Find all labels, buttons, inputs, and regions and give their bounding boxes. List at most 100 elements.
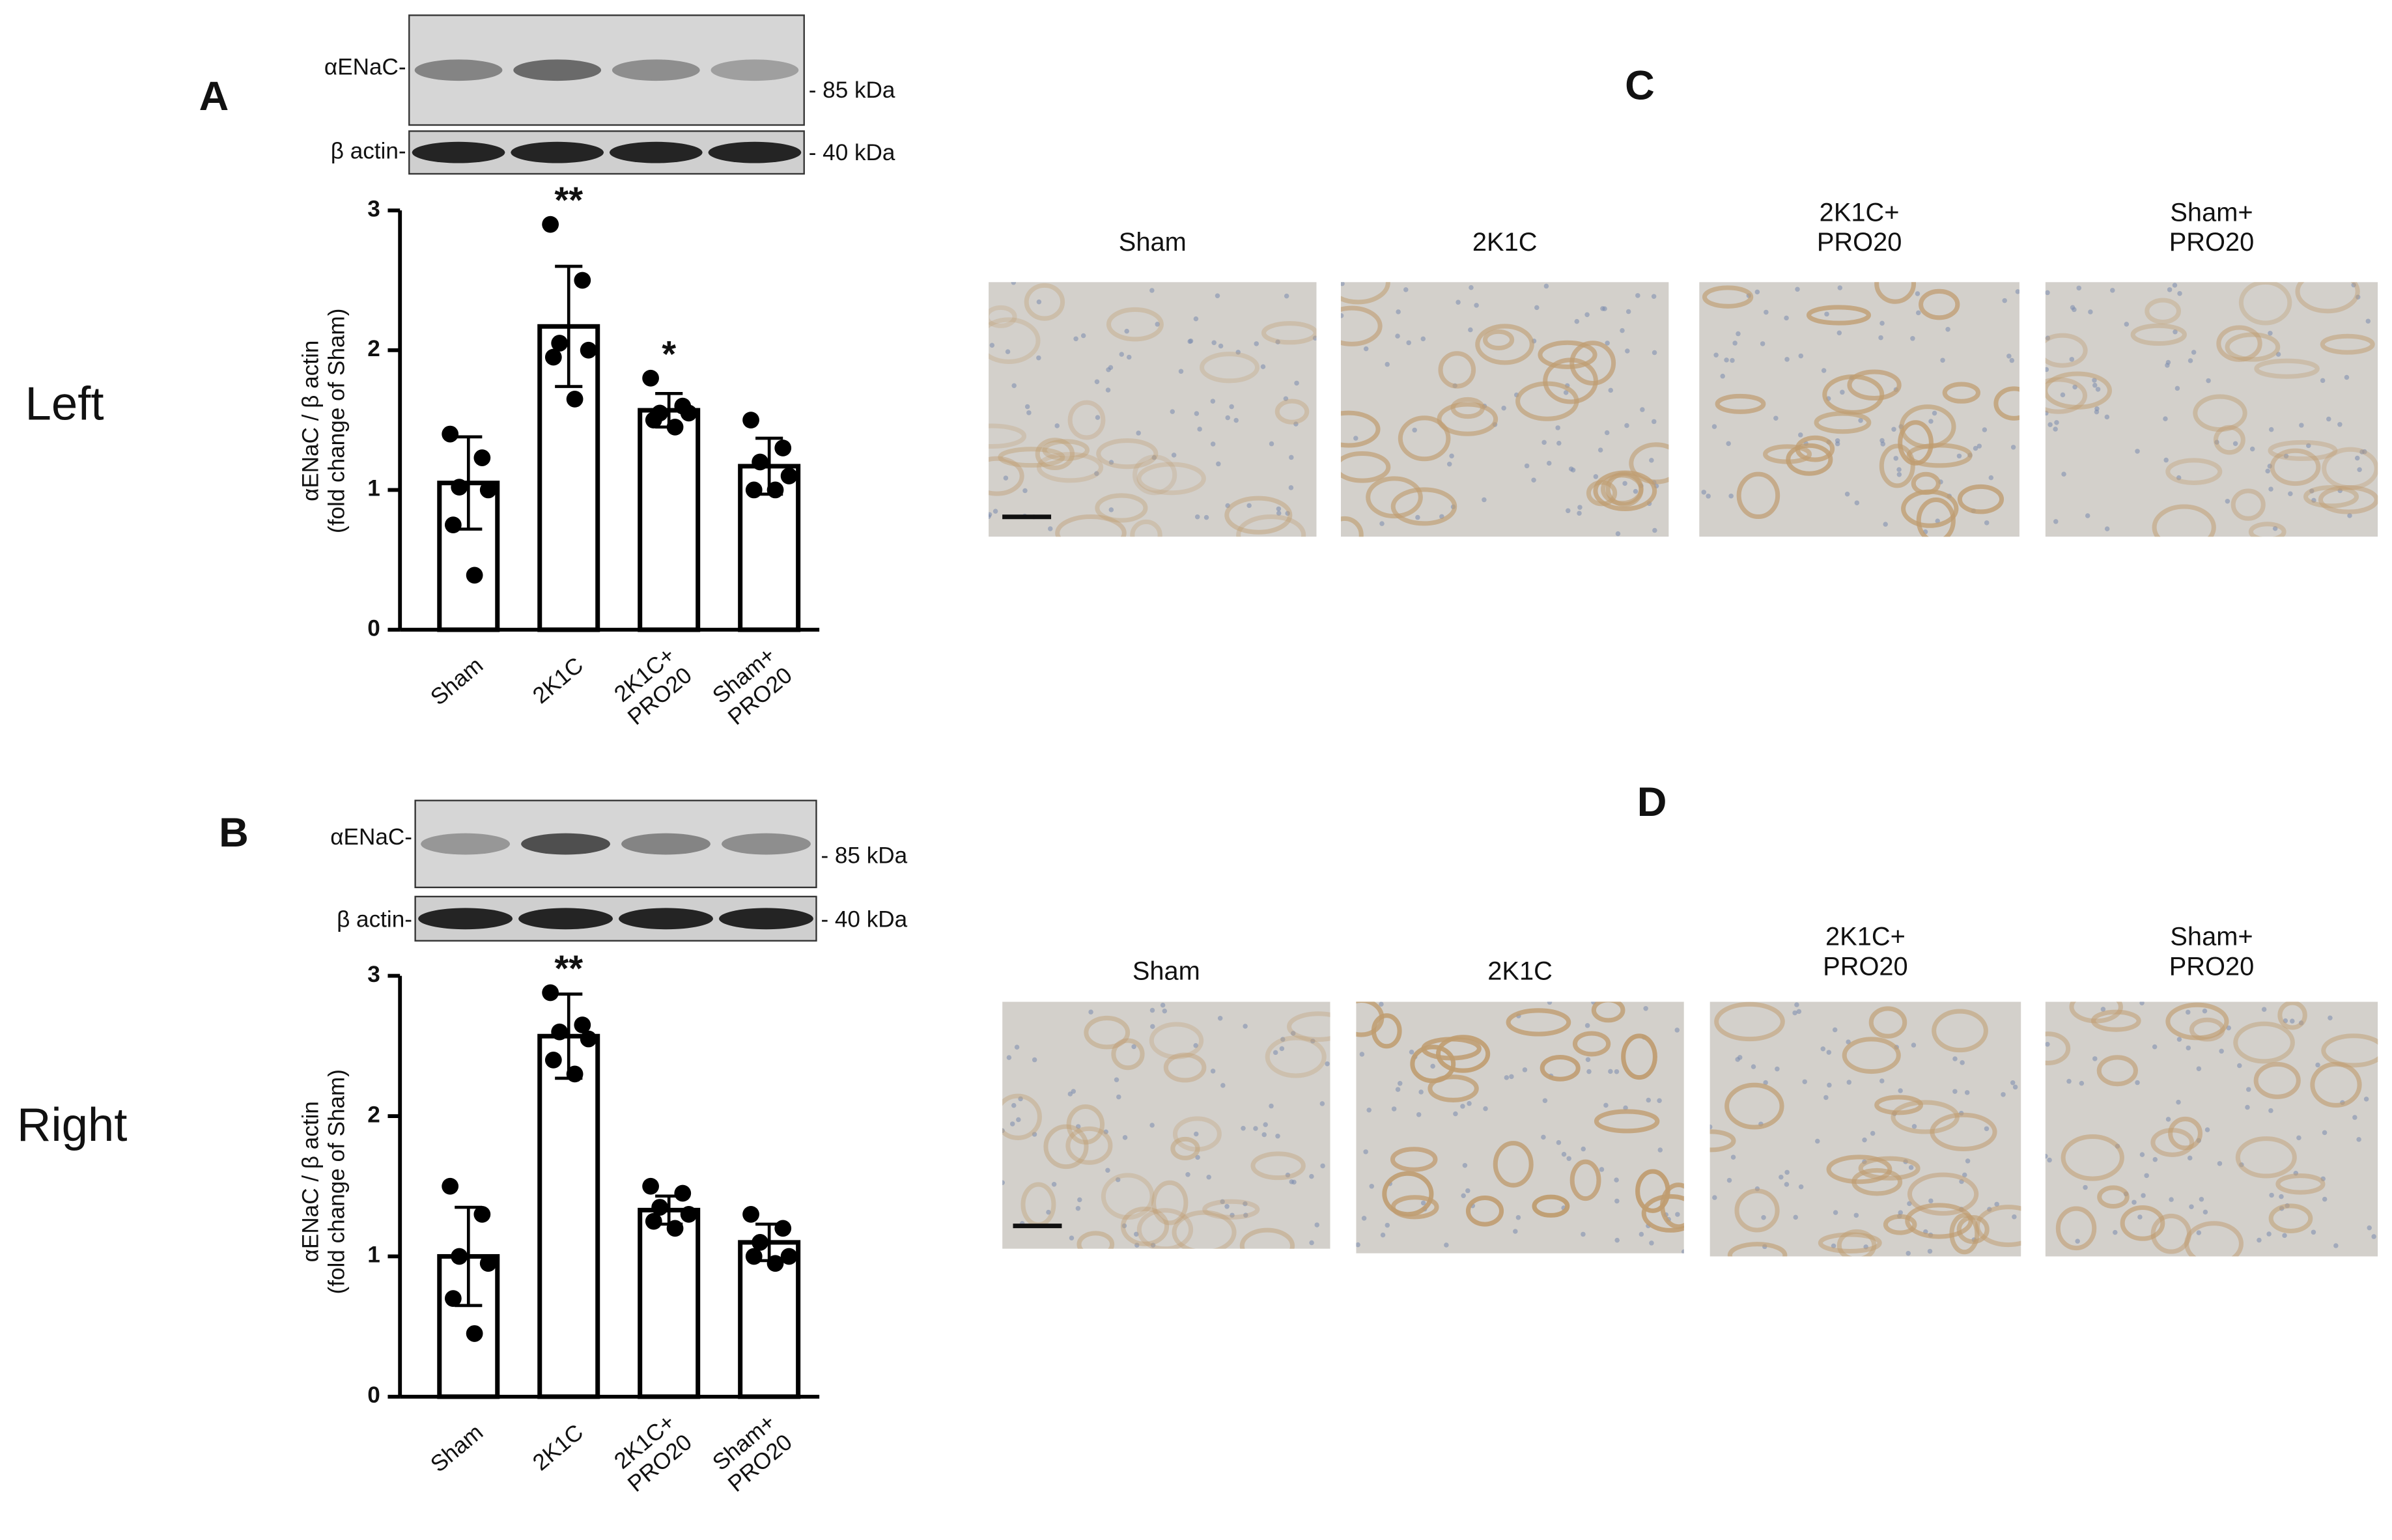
stain [1858, 1156, 1921, 1181]
nucleus [1310, 1039, 1316, 1044]
nucleus [1412, 427, 1417, 433]
nucleus [1396, 309, 1401, 315]
x-tick-label: Sham [426, 1420, 488, 1477]
nucleus [1054, 423, 1060, 428]
nucleus [2045, 335, 2051, 341]
nucleus [1504, 1075, 1510, 1080]
nucleus [1194, 1131, 1199, 1137]
nucleus [2092, 1056, 2098, 1061]
nucleus [2267, 464, 2273, 469]
nucleus [1285, 511, 1290, 516]
nucleus [1713, 352, 1719, 357]
data-point [479, 1255, 497, 1272]
bar [537, 324, 600, 632]
nucleus [1071, 1089, 1076, 1094]
nucleus [2132, 1199, 2137, 1205]
nucleus [1566, 508, 1571, 514]
stain [2045, 371, 2113, 410]
nucleus [2167, 287, 2173, 292]
nucleus [1108, 460, 1114, 465]
nucleus [2196, 1230, 2202, 1235]
stain [1874, 282, 1917, 304]
nucleus [1009, 1121, 1015, 1127]
nucleus [1121, 1223, 1127, 1229]
nucleus [1225, 415, 1230, 421]
nucleus [2357, 467, 2362, 473]
nucleus [2172, 283, 2178, 288]
nucleus [1735, 1057, 1740, 1062]
nucleus [1908, 1165, 1914, 1170]
nucleus [1294, 380, 1299, 386]
nucleus [1624, 423, 1629, 428]
nucleus [1728, 494, 1734, 499]
nucleus [2006, 354, 2012, 359]
blot-band [518, 908, 613, 930]
nucleus [1325, 1061, 1330, 1067]
stain [2277, 1001, 2307, 1030]
nucleus [2072, 384, 2077, 390]
nucleus [1149, 1123, 1155, 1128]
nucleus [1289, 455, 1294, 460]
tint [1356, 1001, 1684, 1253]
data-point [451, 479, 468, 496]
x-tick-label: 2K1C+PRO20 [606, 642, 697, 730]
nucleus [1119, 352, 1124, 357]
stain [2168, 1116, 2202, 1151]
nucleus [1649, 1240, 1654, 1246]
data-point [442, 1177, 459, 1195]
tint [1699, 282, 2019, 537]
nucleus [1935, 518, 1940, 524]
nucleus [1430, 1063, 1435, 1069]
panel-label: A [199, 74, 229, 119]
blot-frame [408, 14, 805, 126]
stain [2254, 358, 2320, 379]
nucleus [1652, 527, 1657, 533]
stain [2150, 1128, 2195, 1157]
nucleus [2010, 445, 2016, 450]
nucleus [1712, 1195, 1717, 1200]
nucleus [1927, 1248, 1933, 1254]
nucleus [2232, 441, 2238, 447]
data-point [680, 1205, 697, 1223]
stain [2268, 440, 2338, 461]
nucleus [2326, 416, 2331, 422]
x-tick-label: 2K1C+PRO20 [606, 1409, 697, 1497]
data-point [767, 1255, 784, 1272]
stain [2045, 333, 2088, 368]
nucleus [1763, 1080, 1768, 1085]
nucleus [1577, 505, 1583, 510]
nucleus [1178, 369, 1184, 374]
stain [1540, 1054, 1581, 1082]
stain [1261, 321, 1317, 345]
stain [2045, 377, 2088, 414]
nucleus [1356, 1242, 1360, 1248]
nucleus [1340, 313, 1344, 318]
nucleus [1446, 461, 1452, 467]
nucleus [1581, 1231, 1586, 1237]
nucleus [1784, 1169, 1790, 1175]
nucleus [1150, 1242, 1156, 1248]
nucleus [2100, 1007, 2106, 1012]
nucleus [2070, 305, 2075, 310]
nucleus [2269, 1192, 2274, 1198]
nucleus [1982, 427, 1988, 432]
stain [1727, 1242, 1788, 1257]
nucleus [1891, 427, 1896, 432]
nucleus [1319, 1101, 1325, 1106]
nucleus [1149, 288, 1155, 293]
stain [2184, 1221, 2244, 1257]
nucleus [1095, 415, 1101, 420]
nucleus [2152, 1044, 2158, 1050]
nucleus [1149, 1007, 1155, 1013]
nucleus [2337, 488, 2343, 494]
stain [2295, 282, 2360, 314]
stain [1382, 1171, 1434, 1217]
nucleus [2283, 1018, 2288, 1024]
nucleus [2045, 1042, 2050, 1047]
nucleus [1568, 466, 1574, 471]
nucleus [1879, 438, 1885, 443]
nucleus [1593, 474, 1599, 479]
blot-label: αENaC- [330, 824, 412, 850]
stain [989, 317, 1041, 364]
nucleus [2135, 449, 2140, 454]
